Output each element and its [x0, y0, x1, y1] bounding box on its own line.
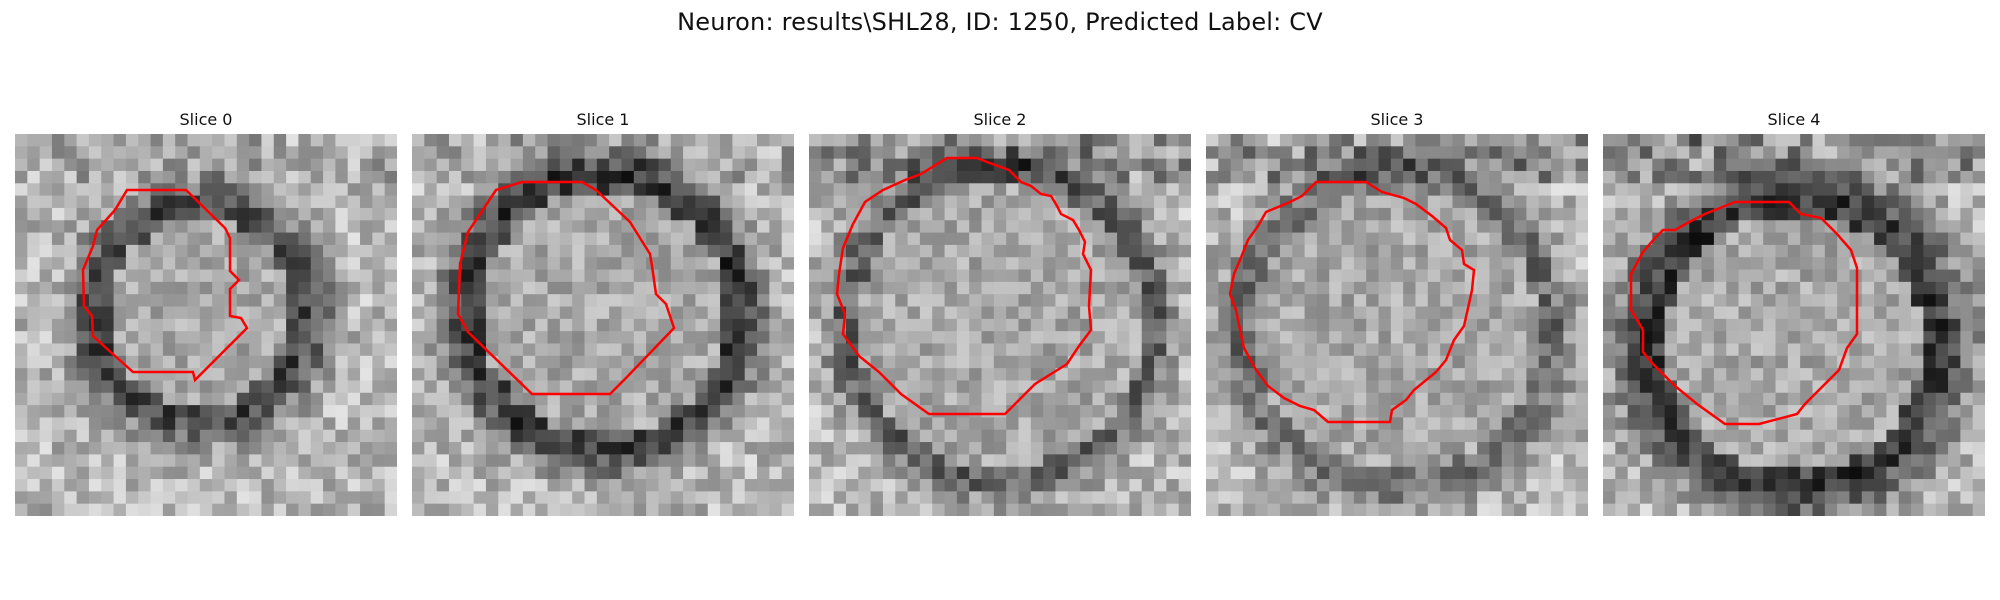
slice-title-0: Slice 0: [179, 110, 233, 129]
slice-image-4: [1603, 134, 1985, 516]
slice-panels: Slice 0 Slice 1 Slice 2 Slice 3 Slice 4: [15, 110, 1985, 530]
slice-image-2: [809, 134, 1191, 516]
slice-image-1: [412, 134, 794, 516]
segmentation-outline: [1629, 200, 1859, 426]
slice-pixels: [1603, 134, 1985, 516]
segmentation-outline: [1228, 180, 1476, 424]
slice-image-3: [1206, 134, 1588, 516]
figure-title: Neuron: results\SHL28, ID: 1250, Predict…: [677, 8, 1323, 36]
slice-title-4: Slice 4: [1767, 110, 1821, 129]
slice-title-1: Slice 1: [576, 110, 630, 129]
slice-title-3: Slice 3: [1370, 110, 1424, 129]
segmentation-outline: [81, 188, 249, 383]
segmentation-outline: [835, 156, 1093, 416]
slice-pixels: [15, 134, 397, 516]
slice-title-2: Slice 2: [973, 110, 1027, 129]
slice-image-0: [15, 134, 397, 516]
slice-pixels: [412, 134, 794, 516]
slice-pixels: [809, 134, 1191, 516]
segmentation-outline: [456, 180, 676, 396]
slice-pixels: [1206, 134, 1588, 516]
